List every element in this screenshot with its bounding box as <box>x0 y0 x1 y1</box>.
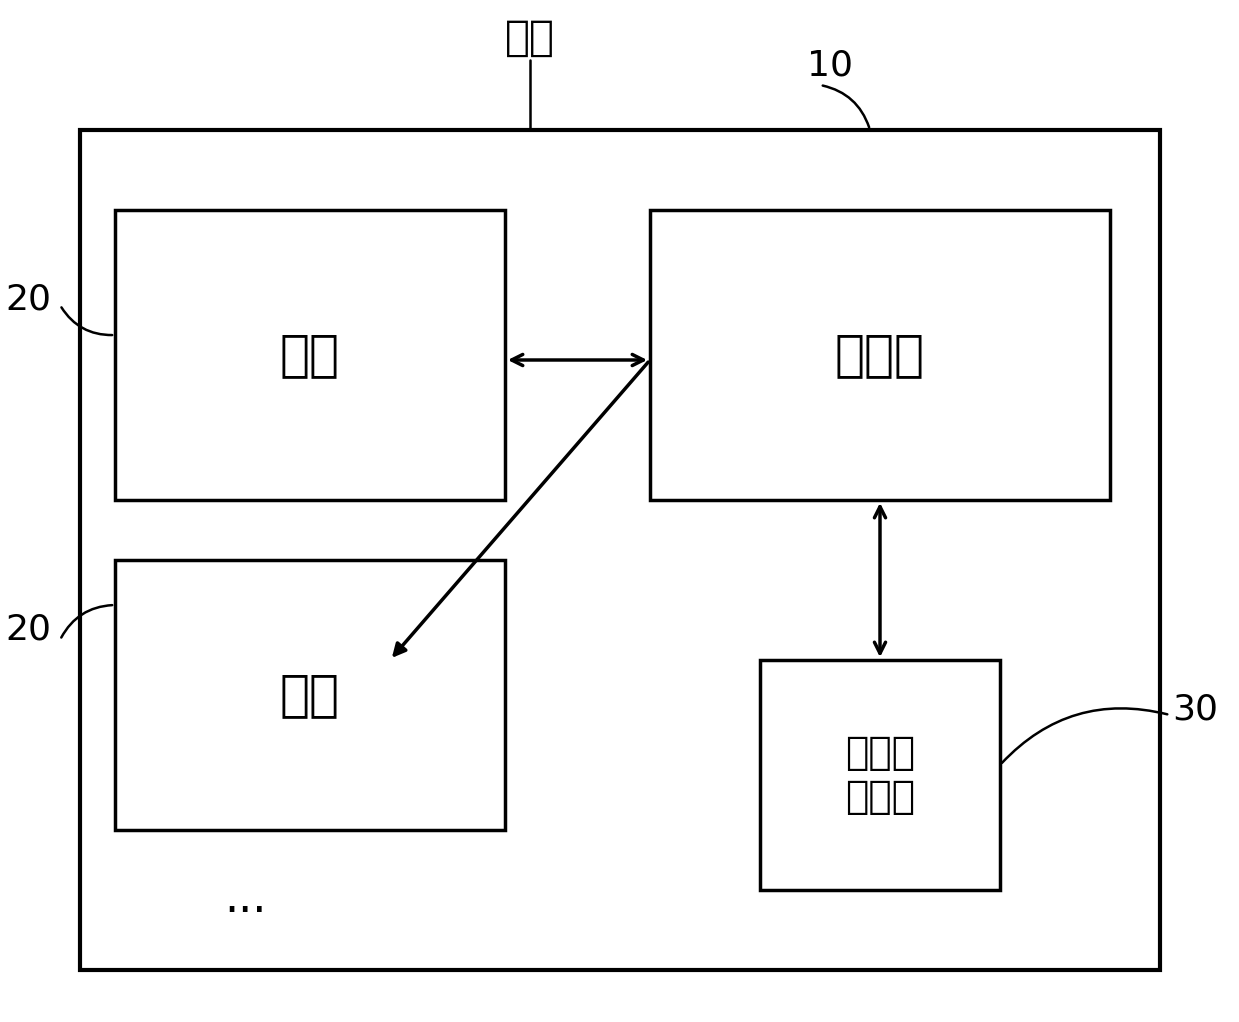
Text: 风扇: 风扇 <box>280 671 339 719</box>
Bar <box>650 210 1110 500</box>
Bar <box>760 660 1000 890</box>
Text: ...: ... <box>224 879 266 922</box>
Bar <box>115 560 506 830</box>
Bar <box>115 210 506 500</box>
Text: 房间: 房间 <box>506 17 555 59</box>
Text: 风扇: 风扇 <box>280 331 339 379</box>
Text: 20: 20 <box>5 283 51 317</box>
Text: 30: 30 <box>1172 693 1218 727</box>
Text: 20: 20 <box>5 613 51 647</box>
Text: 10: 10 <box>807 48 852 82</box>
Bar <box>81 130 1160 970</box>
Text: 操作输
入模块: 操作输 入模块 <box>845 734 916 816</box>
Text: 空调器: 空调器 <box>835 331 926 379</box>
